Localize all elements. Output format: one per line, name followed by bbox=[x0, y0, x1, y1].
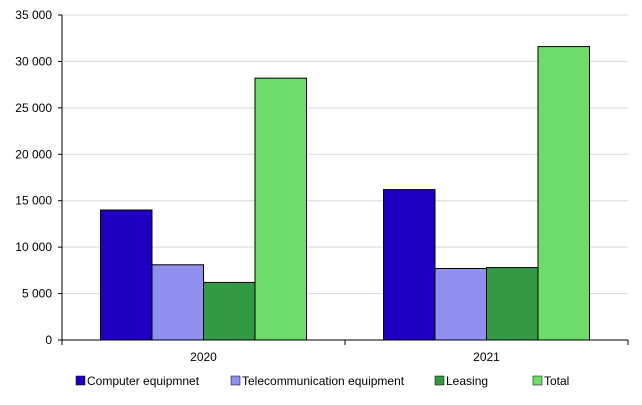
bar-2020-series-3 bbox=[203, 281, 256, 341]
y-axis-ticks: 0 5 000 10 000 15 000 20 000 25 000 30 000 35 0… bbox=[15, 8, 62, 347]
x-tick-label: 2021 bbox=[473, 350, 500, 364]
bar-2021-series-2 bbox=[434, 268, 487, 341]
y-tick-label: 30 000 bbox=[15, 54, 52, 68]
legend-swatch bbox=[532, 375, 543, 386]
legend-swatch bbox=[230, 375, 241, 386]
bar-2021-series-1 bbox=[383, 189, 436, 341]
legend: Computer equipmnet Telecommunication equi… bbox=[75, 374, 569, 388]
y-tick-label: 10 000 bbox=[15, 240, 52, 254]
bars bbox=[100, 46, 590, 341]
y-tick-label: 20 000 bbox=[15, 147, 52, 161]
x-tick-label: 2020 bbox=[190, 350, 217, 364]
y-tick-label: 25 000 bbox=[15, 101, 52, 115]
bar-2020-series-1 bbox=[100, 209, 153, 341]
bar-2021-series-4 bbox=[537, 46, 590, 341]
y-tick-label: 35 000 bbox=[15, 8, 52, 22]
bar-2020-series-2 bbox=[151, 264, 204, 341]
legend-swatch bbox=[75, 375, 86, 386]
grid-lines bbox=[62, 14, 628, 295]
legend-label: Computer equipmnet bbox=[87, 374, 200, 388]
bar-2020-series-4 bbox=[254, 77, 307, 341]
y-tick-label: 15 000 bbox=[15, 194, 52, 208]
x-axis-ticks: 2020 2021 bbox=[61, 340, 629, 364]
legend-label: Leasing bbox=[446, 374, 488, 388]
y-tick-label: 5 000 bbox=[22, 287, 52, 301]
y-tick-label: 0 bbox=[45, 333, 52, 347]
legend-swatch bbox=[434, 375, 445, 386]
bar-2021-series-3 bbox=[486, 267, 539, 341]
legend-label: Telecommunication equipment bbox=[242, 374, 405, 388]
legend-label: Total bbox=[544, 374, 569, 388]
